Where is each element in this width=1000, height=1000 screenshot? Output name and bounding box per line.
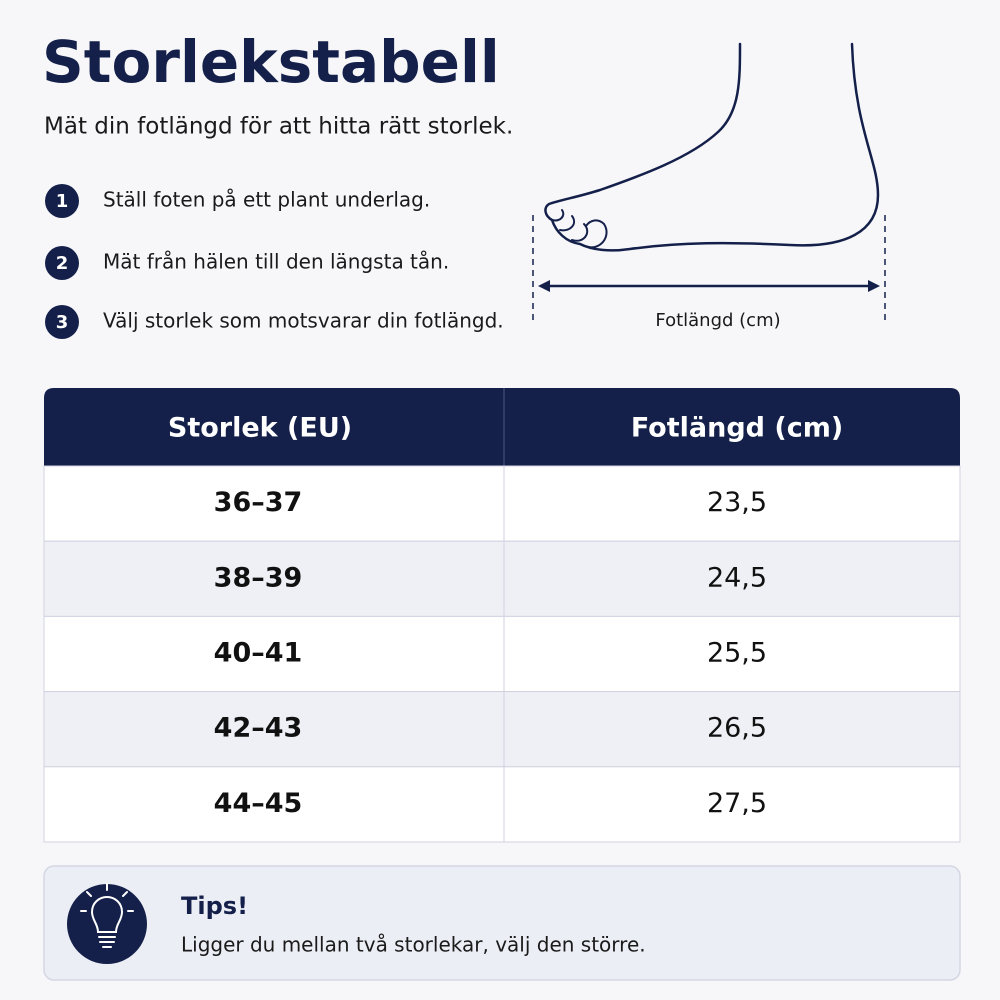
size-cell: 36–37 — [214, 487, 303, 518]
step-badge — [45, 184, 79, 218]
toes — [551, 209, 608, 249]
step-text: Ställ foten på ett plant underlag. — [103, 188, 430, 212]
table-row — [43, 615, 961, 693]
step-number: 3 — [56, 312, 69, 333]
tip-title: Tips! — [181, 892, 248, 920]
step-text: Mät från hälen till den längsta tån. — [103, 250, 449, 274]
tip-box: Tips! Ligger du mellan två storlekar, vä… — [43, 865, 961, 981]
steps: 1 Ställ foten på ett plant underlag. 2 Mät … — [45, 184, 504, 339]
subtitle: Mät din fotlängd för att hitta rätt stor… — [44, 114, 513, 140]
step-number: 1 — [56, 191, 69, 212]
table-body: 36–37 23,5 38–39 24,5 40–41 25,5 42–43 26,5 44–4… — [43, 465, 961, 843]
size-table: Storlek (EU) Fotlängd (cm) 36–37 23,5 38–3… — [43, 388, 961, 843]
length-cell: 23,5 — [707, 487, 767, 518]
table-row — [43, 766, 961, 843]
diagram-label: Fotlängd (cm) — [655, 310, 780, 331]
step-badge — [45, 305, 79, 339]
length-cell: 27,5 — [707, 788, 767, 819]
bulb-icon — [80, 883, 134, 948]
length-cell: 24,5 — [707, 562, 767, 593]
column-header: Storlek (EU) — [168, 413, 352, 444]
size-cell: 44–45 — [214, 788, 303, 819]
title: Storlekstabell — [42, 28, 500, 96]
foot-diagram — [544, 42, 880, 252]
tip-text: Ligger du mellan två storlekar, välj den… — [181, 933, 646, 957]
table-row — [43, 465, 961, 542]
table-header-bg — [44, 388, 960, 466]
size-cell: 42–43 — [214, 713, 303, 744]
table-row — [43, 691, 961, 768]
column-header: Fotlängd (cm) — [631, 413, 843, 444]
length-cell: 25,5 — [707, 638, 767, 669]
length-cell: 26,5 — [707, 713, 767, 744]
table-row — [43, 540, 961, 617]
step-number: 2 — [56, 253, 69, 274]
size-cell: 40–41 — [214, 638, 303, 669]
tip-bg — [43, 865, 961, 981]
tip-icon — [67, 884, 147, 964]
step-text: Välj storlek som motsvarar din fotlängd. — [103, 309, 504, 333]
step-badge — [45, 246, 79, 280]
size-cell: 38–39 — [214, 562, 303, 593]
foot-outline — [544, 42, 880, 252]
